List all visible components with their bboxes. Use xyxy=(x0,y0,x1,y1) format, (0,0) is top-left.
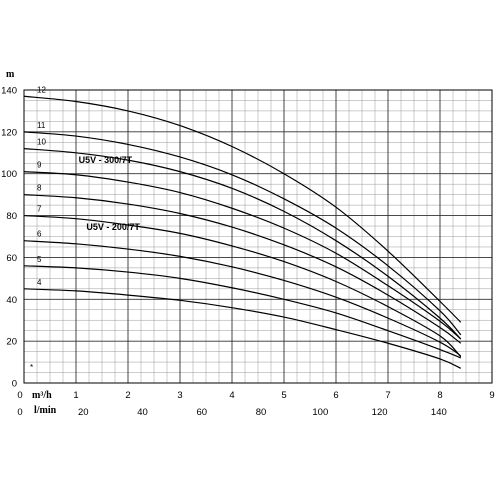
curve-label-stage-4: 4 xyxy=(37,278,42,287)
x2-tick-label: 140 xyxy=(431,407,447,418)
curve-label-stage-5: 5 xyxy=(37,255,42,264)
curve-label-stage-6: 6 xyxy=(37,230,42,239)
model-annotation-2: U5V - 200/7T xyxy=(86,222,140,232)
curve-label-stage-11: 11 xyxy=(37,121,46,130)
x-tick-label: 1 xyxy=(73,390,78,401)
y-tick-label: 120 xyxy=(1,127,17,138)
grid xyxy=(24,89,492,383)
plot-frame xyxy=(23,89,493,384)
curve-stage-4 xyxy=(23,288,462,369)
x2-tick-label: 80 xyxy=(256,407,267,418)
origin-marker: * xyxy=(30,363,33,372)
curve-label-stage-10: 10 xyxy=(37,138,46,147)
curve-label-stage-9: 9 xyxy=(37,161,42,170)
x2-tick-label: 120 xyxy=(372,407,388,418)
y-tick-label: 80 xyxy=(6,211,17,222)
x-tick-label: 4 xyxy=(229,390,234,401)
model-annotation-1: U5V - 300/7T xyxy=(79,155,133,165)
curve-label-stage-12: 12 xyxy=(37,85,46,94)
curve-stage-5 xyxy=(23,265,462,359)
x2-tick-label: 0 xyxy=(17,407,22,418)
curve-stage-6 xyxy=(23,240,462,357)
y-tick-label: 60 xyxy=(6,253,17,264)
x-tick-label: 3 xyxy=(177,390,182,401)
performance-curves xyxy=(23,95,462,369)
curve-stage-11 xyxy=(23,131,462,336)
y-tick-label: 0 xyxy=(12,379,17,390)
x-axis-unit-label: m³/h xyxy=(32,390,52,401)
curve-stage-8 xyxy=(23,194,462,344)
y-tick-label: 140 xyxy=(1,86,17,97)
x-tick-label: 9 xyxy=(489,390,494,401)
x2-tick-label: 40 xyxy=(137,407,148,418)
x-tick-label: 7 xyxy=(385,390,390,401)
curve-stage-7 xyxy=(23,214,462,358)
y-axis-unit-label: m xyxy=(6,69,15,80)
curve-labels: 4 5 6 7 8 9 10 11 12 U5V - 300/7T U5V - 200/7T xyxy=(37,85,140,287)
curve-label-stage-8: 8 xyxy=(37,184,42,193)
x-tick-label: 8 xyxy=(437,390,442,401)
x2-tick-label: 100 xyxy=(312,407,328,418)
x2-tick-label: 60 xyxy=(197,407,208,418)
x2-axis-unit-label: l/min xyxy=(34,405,57,416)
x2-tick-label: 20 xyxy=(78,407,89,418)
x-tick-label: 5 xyxy=(281,390,286,401)
curve-stage-12 xyxy=(23,95,462,323)
y-tick-label: 20 xyxy=(6,337,17,348)
y-tick-label: 100 xyxy=(1,169,17,180)
x-tick-label: 0 xyxy=(17,390,22,401)
curve-stage-9 xyxy=(23,171,462,340)
curve-label-stage-7: 7 xyxy=(37,205,42,214)
x-tick-label: 6 xyxy=(333,390,338,401)
y-tick-label: 40 xyxy=(6,295,17,306)
x-tick-label: 2 xyxy=(125,390,130,401)
curve-stage-10 xyxy=(23,148,462,340)
